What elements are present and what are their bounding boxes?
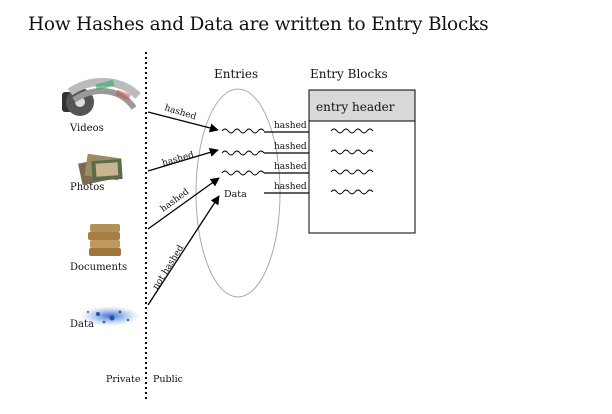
videos-arrow-label: hashed: [163, 103, 197, 122]
entry-arrow-label-1: hashed: [274, 121, 307, 131]
entries-heading: Entries: [214, 67, 258, 81]
data-source-label: Data: [70, 319, 94, 330]
block-hash-squiggle-2: [330, 149, 374, 155]
entry-header-bar: [308, 89, 416, 122]
block-hash-squiggle-4: [330, 189, 374, 195]
entry-data-label: Data: [224, 189, 247, 200]
entry-arrow-label-3: hashed: [274, 162, 307, 172]
private-label: Private: [106, 374, 141, 385]
entry-header-label: entry header: [316, 100, 395, 114]
entry-arrow-label-2: hashed: [274, 142, 307, 152]
videos-arrow: [147, 111, 219, 133]
photos-stack-icon: [78, 153, 123, 186]
entry-hash-squiggle-1: [221, 128, 265, 134]
block-hash-squiggle-1: [330, 128, 374, 134]
entry-blocks-heading: Entry Blocks: [310, 67, 388, 81]
photos-arrow-label: hashed: [161, 150, 195, 169]
public-label: Public: [153, 374, 183, 385]
entry-arrow-label-4: hashed: [274, 182, 307, 192]
data-arrow: [147, 195, 220, 306]
documents-stack-icon: [88, 224, 121, 256]
videos-label: Videos: [69, 123, 104, 134]
data-particles-icon: [80, 306, 140, 326]
diagram-title: How Hashes and Data are written to Entry…: [28, 14, 489, 35]
documents-label: Documents: [70, 262, 127, 273]
photos-label: Photos: [70, 182, 104, 193]
photos-arrow: [147, 147, 219, 172]
video-reels-icon: [62, 77, 141, 116]
documents-arrow: [147, 177, 220, 230]
data-arrow-label: not hashed: [151, 243, 186, 291]
entry-hash-squiggle-2: [221, 150, 265, 156]
block-hash-squiggle-3: [330, 169, 374, 175]
entry-hash-squiggle-3: [221, 170, 265, 176]
